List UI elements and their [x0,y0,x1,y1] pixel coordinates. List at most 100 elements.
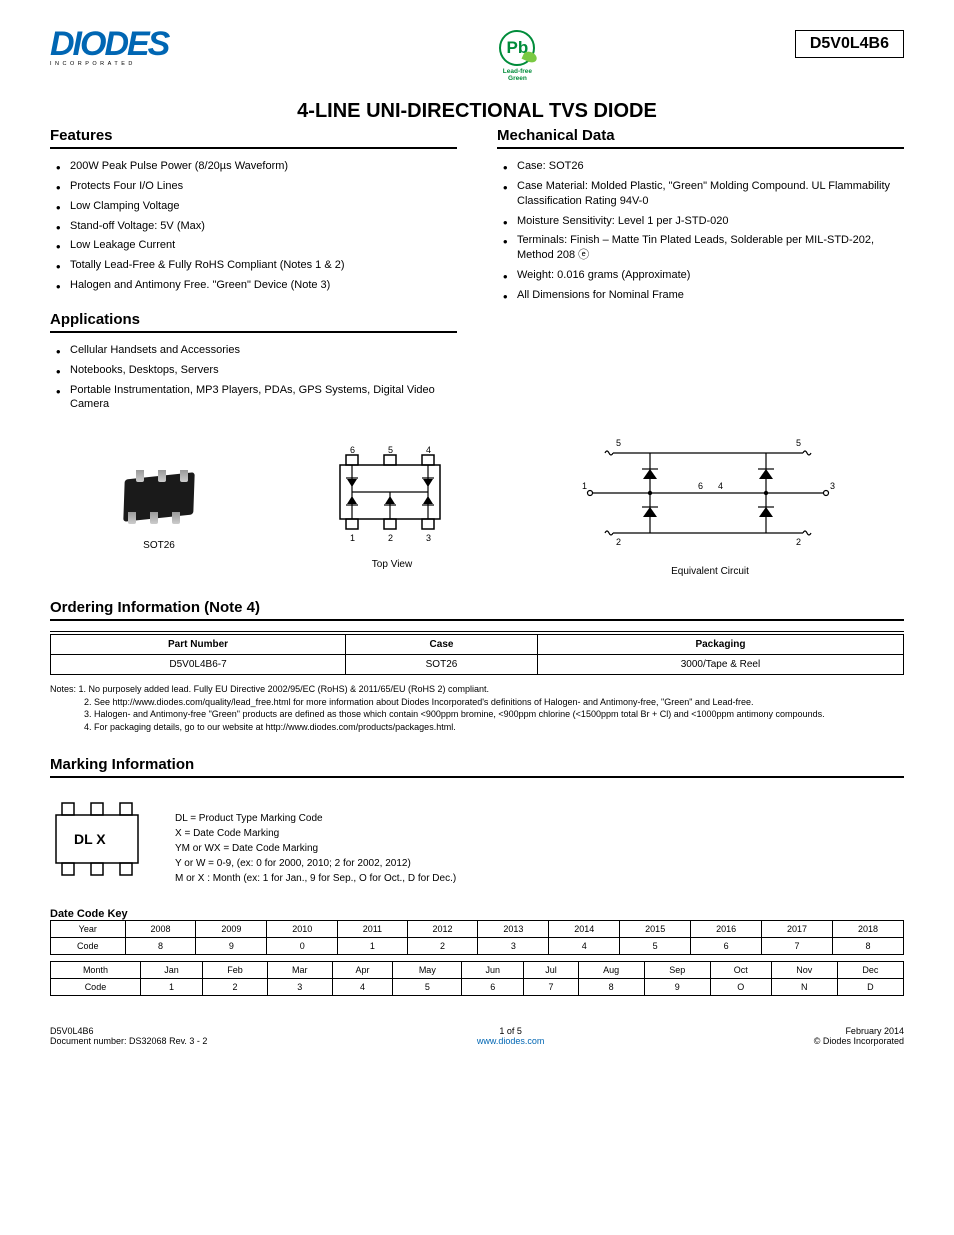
features-list: 200W Peak Pulse Power (8/20µs Waveform) … [50,159,457,293]
code-cell: Apr [332,961,393,978]
code-cell: Year [51,920,126,937]
svg-text:4: 4 [718,481,723,491]
footer-link[interactable]: www.diodes.com [477,1036,545,1046]
code-cell: 1 [140,978,202,995]
svg-text:3: 3 [830,481,835,491]
code-cell: 2 [407,937,478,954]
logo-text: DIODES [50,30,240,59]
code-cell: 2008 [125,920,196,937]
marking-desc-line: YM or WX = Date Code Marking [175,841,456,856]
ordering-header: Part Number [51,633,346,655]
svg-text:2: 2 [388,533,393,543]
code-cell: D [837,978,903,995]
code-cell: Jan [140,961,202,978]
mechanical-item: Case: SOT26 [503,159,904,174]
ordering-table: Part Number Case Packaging D5V0L4B6-7 SO… [50,631,904,675]
applications-heading: Applications [50,311,457,333]
code-cell: 2016 [691,920,762,937]
application-item: Portable Instrumentation, MP3 Players, P… [56,383,457,413]
sot26-label: SOT26 [114,540,204,551]
code-cell: Mar [267,961,332,978]
code-cell: 2018 [832,920,903,937]
svg-text:1: 1 [582,481,587,491]
ordering-header: Case [346,633,538,655]
code-cell: Code [51,978,141,995]
month-code-table: Month Jan Feb Mar Apr May Jun Jul Aug Se… [50,961,904,996]
svg-text:4: 4 [426,445,431,455]
code-cell: 2 [203,978,268,995]
footer-center: 1 of 5 www.diodes.com [477,1026,545,1046]
code-cell: Jul [524,961,578,978]
code-cell: Sep [644,961,710,978]
feature-item: 200W Peak Pulse Power (8/20µs Waveform) [56,159,457,174]
footer-copyright: © Diodes Incorporated [814,1036,904,1046]
code-cell: Nov [771,961,837,978]
feature-item: Low Clamping Voltage [56,199,457,214]
footer-partnum: D5V0L4B6 [50,1026,207,1036]
code-cell: 2009 [196,920,267,937]
company-logo: DIODES INCORPORATED [50,30,240,67]
pinout-label: Top View [332,559,452,570]
footer-docnum: Document number: DS32068 Rev. 3 - 2 [50,1036,207,1046]
features-heading: Features [50,127,457,149]
mechanical-item: Moisture Sensitivity: Level 1 per J-STD-… [503,214,904,229]
code-cell: Dec [837,961,903,978]
code-cell: 2014 [549,920,620,937]
circuit-label: Equivalent Circuit [580,566,840,577]
code-cell: Code [51,937,126,954]
code-cell: 3 [478,937,549,954]
marking-heading: Marking Information [50,756,904,778]
note-line: 4. For packaging details, go to our webs… [50,721,904,734]
code-cell: 0 [267,937,338,954]
ordering-cell: SOT26 [346,655,538,675]
chip-3d-diagram: SOT26 [114,462,204,551]
part-number-box: D5V0L4B6 [795,30,904,58]
code-cell: 9 [196,937,267,954]
year-code-table: Year 2008 2009 2010 2011 2012 2013 2014 … [50,920,904,955]
code-cell: 8 [832,937,903,954]
marking-diagram: DL X [50,800,145,888]
feature-item: Stand-off Voltage: 5V (Max) [56,219,457,234]
code-cell: 2010 [267,920,338,937]
mechanical-heading: Mechanical Data [497,127,904,149]
code-cell: Oct [710,961,771,978]
marking-desc-line: DL = Product Type Marking Code [175,811,456,826]
svg-text:5: 5 [796,438,801,448]
code-cell: 2012 [407,920,478,937]
footer-page: 1 of 5 [477,1026,545,1036]
code-cell: 1 [338,937,407,954]
code-cell: 2015 [620,920,691,937]
marking-desc-line: Y or W = 0-9, (ex: 0 for 2000, 2010; 2 f… [175,856,456,871]
marking-desc-line: M or X : Month (ex: 1 for Jan., 9 for Se… [175,871,456,886]
code-cell: 8 [125,937,196,954]
note-line: Notes: 1. No purposely added lead. Fully… [50,683,904,696]
code-cell: 6 [691,937,762,954]
code-cell: May [393,961,462,978]
svg-text:DL X: DL X [74,831,106,847]
svg-text:1: 1 [350,533,355,543]
note-line: 3. Halogen- and Antimony-free "Green" pr… [50,708,904,721]
feature-item: Protects Four I/O Lines [56,179,457,194]
code-cell: 2011 [338,920,407,937]
ordering-cell: 3000/Tape & Reel [537,655,903,675]
mechanical-item: Terminals: Finish – Matte Tin Plated Lea… [503,233,904,263]
pb-label: Lead-free Green [493,68,541,82]
code-cell: 5 [620,937,691,954]
pb-icon: Pb [499,30,535,66]
code-cell: O [710,978,771,995]
document-title: 4-LINE UNI-DIRECTIONAL TVS DIODE [50,100,904,123]
mechanical-item: Case Material: Molded Plastic, "Green" M… [503,179,904,209]
code-cell: Month [51,961,141,978]
footer-left: D5V0L4B6 Document number: DS32068 Rev. 3… [50,1026,207,1046]
code-cell: N [771,978,837,995]
footer-date: February 2014 [814,1026,904,1036]
applications-list: Cellular Handsets and Accessories Notebo… [50,343,457,412]
svg-text:5: 5 [616,438,621,448]
svg-text:6: 6 [350,445,355,455]
code-cell: 7 [762,937,833,954]
code-cell: Feb [203,961,268,978]
leadfree-badge: Pb Lead-free Green [493,30,541,82]
ordering-header: Packaging [537,633,903,655]
application-item: Notebooks, Desktops, Servers [56,363,457,378]
mechanical-item: All Dimensions for Nominal Frame [503,288,904,303]
